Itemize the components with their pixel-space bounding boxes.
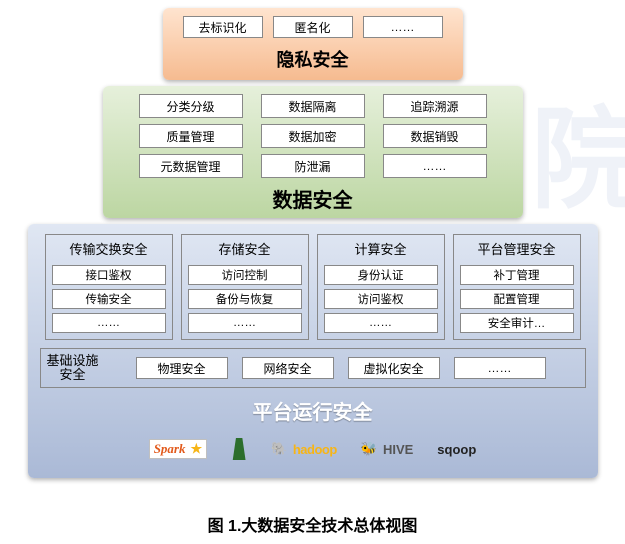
infra-label-l2: 安全 [59, 367, 85, 382]
infra-row: 基础设施 安全 物理安全 网络安全 虚拟化安全 …… [40, 348, 586, 388]
tier1-cell: 去标识化 [183, 16, 263, 38]
col-transport: 传输交换安全 接口鉴权 传输安全 …… [45, 234, 173, 340]
col-cell: 补丁管理 [460, 265, 574, 285]
col-compute: 计算安全 身份认证 访问鉴权 …… [317, 234, 445, 340]
watermark: 院 [531, 70, 625, 230]
col-cell: 配置管理 [460, 289, 574, 309]
figure-caption: 图 1.大数据安全技术总体视图 [0, 512, 625, 536]
tier1-cell: …… [363, 16, 443, 38]
infra-label: 基础设施 安全 [41, 354, 105, 383]
infra-cell: 物理安全 [136, 357, 228, 379]
tier2-cell: 数据销毁 [383, 124, 487, 148]
logo-hive: HIVE [361, 441, 414, 457]
tier2-cell: 分类分级 [139, 94, 243, 118]
col-cell: 访问控制 [188, 265, 302, 285]
logo-row: Spark hadoop HIVE sqoop [28, 435, 598, 463]
tier1-cell: 匿名化 [273, 16, 353, 38]
ranger-icon [231, 438, 247, 460]
col-title: 传输交换安全 [52, 237, 166, 261]
col-platform-mgmt: 平台管理安全 补丁管理 配置管理 安全审计… [453, 234, 581, 340]
tier1-title: 隐私安全 [163, 46, 463, 72]
col-cell: 安全审计… [460, 313, 574, 333]
tier3-title: 平台运行安全 [28, 396, 598, 425]
tier2-cell: 追踪溯源 [383, 94, 487, 118]
col-cell: 访问鉴权 [324, 289, 438, 309]
logo-hadoop: hadoop [271, 441, 337, 457]
tier2-cell: 数据隔离 [261, 94, 365, 118]
tier-data-security: 分类分级 数据隔离 追踪溯源 质量管理 数据加密 数据销毁 元数据管理 防泄漏 … [103, 86, 523, 218]
col-cell: 传输安全 [52, 289, 166, 309]
col-cell: …… [52, 313, 166, 333]
col-storage: 存储安全 访问控制 备份与恢复 …… [181, 234, 309, 340]
tier2-cell: …… [383, 154, 487, 178]
tier1-row: 去标识化 匿名化 …… [163, 8, 463, 38]
col-title: 平台管理安全 [460, 237, 574, 261]
tier-platform: 传输交换安全 接口鉴权 传输安全 …… 存储安全 访问控制 备份与恢复 …… 计… [28, 224, 598, 478]
tier2-cell: 防泄漏 [261, 154, 365, 178]
col-title: 存储安全 [188, 237, 302, 261]
tier2-cell: 质量管理 [139, 124, 243, 148]
col-cell: 接口鉴权 [52, 265, 166, 285]
col-cell: …… [188, 313, 302, 333]
tier-privacy: 去标识化 匿名化 …… 隐私安全 [163, 8, 463, 80]
infra-cell: …… [454, 357, 546, 379]
col-title: 计算安全 [324, 237, 438, 261]
infra-cell: 网络安全 [242, 357, 334, 379]
tier2-cell: 元数据管理 [139, 154, 243, 178]
tier3-columns: 传输交换安全 接口鉴权 传输安全 …… 存储安全 访问控制 备份与恢复 …… 计… [28, 224, 598, 340]
logo-ranger [231, 438, 247, 460]
logo-spark: Spark [149, 439, 207, 459]
tier2-grid: 分类分级 数据隔离 追踪溯源 质量管理 数据加密 数据销毁 元数据管理 防泄漏 … [103, 86, 523, 178]
infra-cells: 物理安全 网络安全 虚拟化安全 …… [105, 357, 585, 379]
col-cell: …… [324, 313, 438, 333]
tier2-title: 数据安全 [103, 184, 523, 213]
infra-cell: 虚拟化安全 [348, 357, 440, 379]
col-cell: 身份认证 [324, 265, 438, 285]
tier2-cell: 数据加密 [261, 124, 365, 148]
logo-sqoop: sqoop [437, 442, 476, 457]
col-cell: 备份与恢复 [188, 289, 302, 309]
infra-label-l1: 基础设施 [46, 353, 98, 368]
